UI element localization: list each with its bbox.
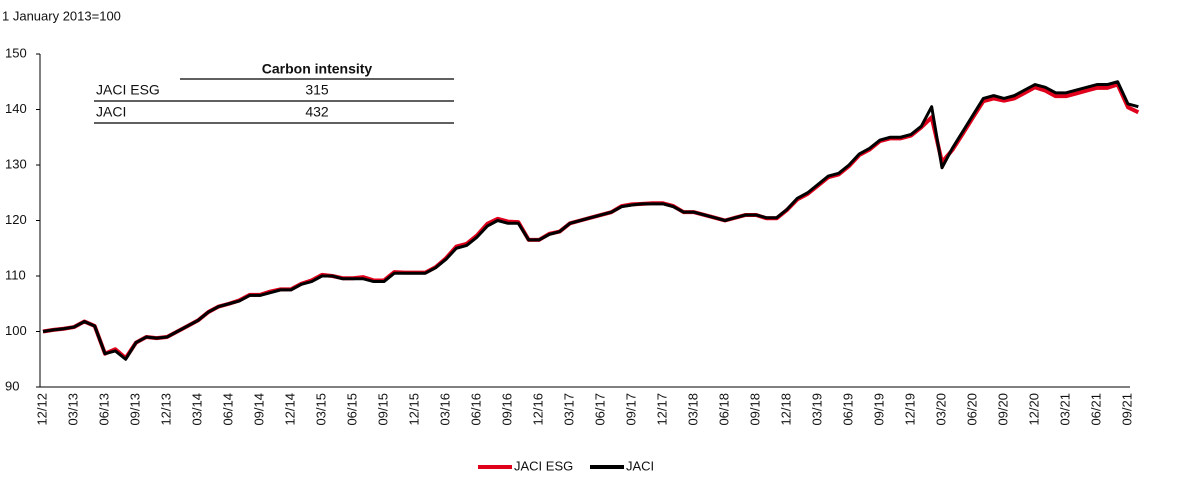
x-tick-label: 06/21 (1088, 393, 1103, 426)
x-tick-label: 03/13 (65, 393, 80, 426)
legend-label: JACI ESG (514, 458, 573, 473)
x-tick-label: 03/21 (1057, 393, 1072, 426)
x-tick-label: 09/13 (127, 393, 142, 426)
y-tick-label: 140 (5, 101, 27, 116)
x-tick-label: 06/14 (220, 393, 235, 426)
x-tick-label: 03/17 (561, 393, 576, 426)
x-tick-label: 03/16 (437, 393, 452, 426)
y-tick-label: 150 (5, 45, 27, 60)
x-tick-label: 12/13 (158, 393, 173, 426)
y-tick-label: 90 (5, 378, 19, 393)
x-tick-label: 06/20 (964, 393, 979, 426)
x-tick-label: 12/12 (34, 393, 49, 426)
x-tick-label: 03/14 (189, 393, 204, 426)
x-tick-label: 06/17 (592, 393, 607, 426)
table-cell: JACI ESG (96, 82, 160, 98)
carbon-table: Carbon intensity JACI ESG 315 JACI 432 (94, 61, 454, 124)
x-tick-label: 12/15 (406, 393, 421, 426)
x-tick-label: 09/15 (375, 393, 390, 426)
table-cell: 432 (305, 104, 329, 120)
x-tick-label: 09/14 (251, 393, 266, 426)
table-cell: JACI (96, 104, 126, 120)
x-tick-label: 09/16 (499, 393, 514, 426)
y-tick-label: 120 (5, 212, 27, 227)
legend-label: JACI (626, 458, 654, 473)
x-tick-label: 09/20 (995, 393, 1010, 426)
x-tick-label: 06/19 (840, 393, 855, 426)
x-tick-label: 03/20 (933, 393, 948, 426)
y-tick-label: 130 (5, 156, 27, 171)
x-tick-label: 12/19 (902, 393, 917, 426)
x-tick-label: 12/14 (282, 393, 297, 426)
y-tick-label: 100 (5, 323, 27, 338)
x-tick-label: 12/16 (530, 393, 545, 426)
x-tick-label: 09/18 (747, 393, 762, 426)
table-header: Carbon intensity (262, 61, 373, 77)
x-tick-label: 09/17 (623, 393, 638, 426)
x-tick-label: 03/19 (809, 393, 824, 426)
y-tick-label: 110 (5, 267, 26, 282)
x-tick-label: 03/15 (313, 393, 328, 426)
x-tick-label: 06/15 (344, 393, 359, 426)
x-tick-label: 09/19 (871, 393, 886, 426)
x-tick-label: 12/17 (654, 393, 669, 426)
x-tick-label: 12/20 (1026, 393, 1041, 426)
x-tick-label: 06/13 (96, 393, 111, 426)
x-tick-label: 03/18 (685, 393, 700, 426)
subtitle: 1 January 2013=100 (2, 8, 121, 23)
x-tick-label: 06/18 (716, 393, 731, 426)
table-cell: 315 (305, 82, 329, 98)
series-line (42, 82, 1140, 361)
x-tick-label: 12/18 (778, 393, 793, 426)
x-tick-label: 06/16 (468, 393, 483, 426)
x-tick-label: 09/21 (1119, 393, 1134, 426)
series-line (42, 80, 1139, 361)
